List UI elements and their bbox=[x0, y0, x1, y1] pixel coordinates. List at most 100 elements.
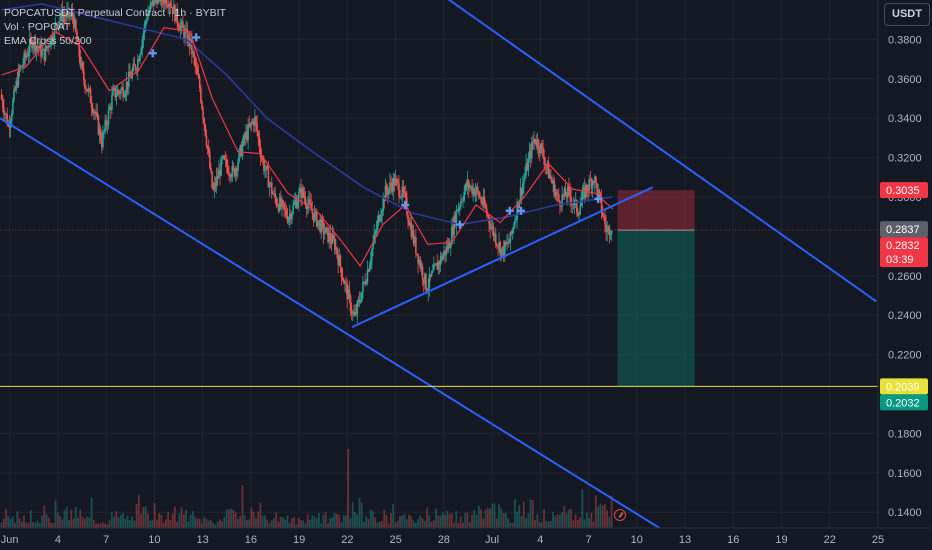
candle-body bbox=[214, 183, 217, 187]
candle-body bbox=[177, 23, 180, 29]
candle-body bbox=[25, 55, 28, 58]
candle-body bbox=[59, 16, 61, 22]
candle-body bbox=[451, 226, 453, 245]
candle-body bbox=[283, 202, 285, 209]
volume-bar bbox=[383, 509, 386, 528]
time-axis[interactable]: Jun 4 7 10 13 16 19 22 25 28 Jul 4 7 10 13 16 19 22 25 bbox=[0, 527, 932, 550]
candle-body bbox=[215, 176, 218, 187]
candle-body bbox=[528, 151, 531, 159]
candle-body bbox=[438, 261, 441, 265]
candle-body bbox=[449, 244, 452, 249]
candle-body bbox=[317, 221, 319, 227]
volume-bar bbox=[185, 510, 188, 528]
channel-lower-line bbox=[0, 117, 670, 535]
candle-body bbox=[151, 0, 154, 3]
time-tick-label: 16 bbox=[245, 534, 257, 546]
volume-bar bbox=[491, 503, 494, 528]
volume-bar bbox=[128, 519, 131, 528]
candle-body bbox=[506, 242, 508, 245]
candle-body bbox=[234, 168, 237, 177]
stop-loss-zone bbox=[617, 190, 695, 231]
candle-body bbox=[260, 156, 263, 158]
candle-body bbox=[553, 180, 556, 197]
volume-bar bbox=[468, 521, 471, 528]
candle-body bbox=[603, 215, 605, 217]
short-position-tool[interactable] bbox=[617, 190, 695, 387]
candle-body bbox=[179, 25, 182, 31]
candle-body bbox=[188, 35, 191, 47]
candle-body bbox=[187, 35, 190, 44]
volume-bar bbox=[414, 523, 417, 528]
volume-bar bbox=[101, 522, 104, 528]
volume-bar bbox=[477, 505, 480, 528]
candle-body bbox=[526, 163, 529, 171]
price-axis[interactable]: 0.38000.36000.34000.32000.30000.26000.24… bbox=[877, 0, 932, 550]
candle-body bbox=[204, 124, 207, 136]
currency-button[interactable]: USDT bbox=[884, 3, 930, 26]
candle-body bbox=[336, 247, 338, 255]
candle-body bbox=[590, 180, 593, 189]
volume-bar bbox=[34, 522, 37, 528]
candle-body bbox=[368, 264, 371, 272]
candle-body bbox=[175, 8, 177, 22]
candle-body bbox=[184, 30, 186, 39]
candle-body bbox=[552, 180, 554, 184]
symbol-title[interactable]: POPCATUSDT Perpetual Contract · 1h · BYB… bbox=[4, 7, 226, 19]
candle-body bbox=[508, 242, 511, 244]
candle-body bbox=[517, 201, 520, 208]
candle-body bbox=[195, 65, 198, 69]
candle-body bbox=[5, 113, 7, 115]
candle-body bbox=[520, 187, 523, 195]
volume-bar bbox=[538, 521, 541, 528]
candle-body bbox=[385, 185, 388, 192]
candle-body bbox=[97, 116, 100, 135]
volume-indicator-label[interactable]: Vol · POPCAT bbox=[4, 21, 71, 33]
candle-body bbox=[171, 7, 174, 15]
candle-body bbox=[434, 264, 436, 266]
candle-body bbox=[473, 188, 476, 196]
price-tick-label: 0.2600 bbox=[888, 271, 922, 283]
volume-bar bbox=[601, 505, 604, 528]
candle-body bbox=[543, 156, 545, 165]
candle-body bbox=[272, 193, 274, 195]
volume-bar bbox=[504, 512, 507, 528]
candle-body bbox=[367, 270, 370, 272]
volume-bar bbox=[498, 504, 500, 528]
candle-body bbox=[345, 282, 347, 285]
volume-bar bbox=[25, 522, 28, 528]
volume-bar bbox=[90, 497, 93, 528]
candle-body bbox=[494, 233, 497, 245]
volume-bar bbox=[345, 515, 347, 528]
alert-icon[interactable] bbox=[614, 509, 626, 521]
candle-body bbox=[388, 188, 390, 195]
candle-body bbox=[536, 140, 539, 146]
volume-bar bbox=[450, 513, 453, 528]
price-tick-label: 0.1600 bbox=[888, 468, 922, 480]
volume-bar bbox=[372, 511, 374, 528]
candle-body bbox=[463, 191, 466, 201]
time-tick-label: 19 bbox=[775, 534, 787, 546]
candle-body bbox=[515, 219, 517, 221]
volume-bar bbox=[448, 514, 451, 528]
candle-body bbox=[200, 88, 202, 102]
drawing-lines[interactable] bbox=[0, 0, 878, 535]
candle-body bbox=[169, 3, 172, 7]
candle-body bbox=[479, 197, 481, 198]
candle-body bbox=[133, 63, 136, 66]
take-profit-zone bbox=[617, 230, 695, 387]
candle-body bbox=[88, 88, 91, 90]
volume-bar bbox=[126, 515, 129, 528]
candle-body bbox=[547, 162, 550, 179]
candle-body bbox=[104, 120, 106, 132]
candle-body bbox=[338, 255, 341, 266]
candle-body bbox=[509, 231, 512, 243]
volume-bar bbox=[455, 511, 458, 528]
candle-body bbox=[467, 180, 470, 189]
volume-bar bbox=[376, 522, 379, 528]
ema-indicator-label[interactable]: EMA Cross 50/200 bbox=[4, 35, 92, 47]
volume-bar bbox=[205, 518, 208, 528]
volume-bar bbox=[54, 500, 57, 528]
candle-body bbox=[304, 198, 307, 206]
candle-body bbox=[586, 184, 588, 191]
